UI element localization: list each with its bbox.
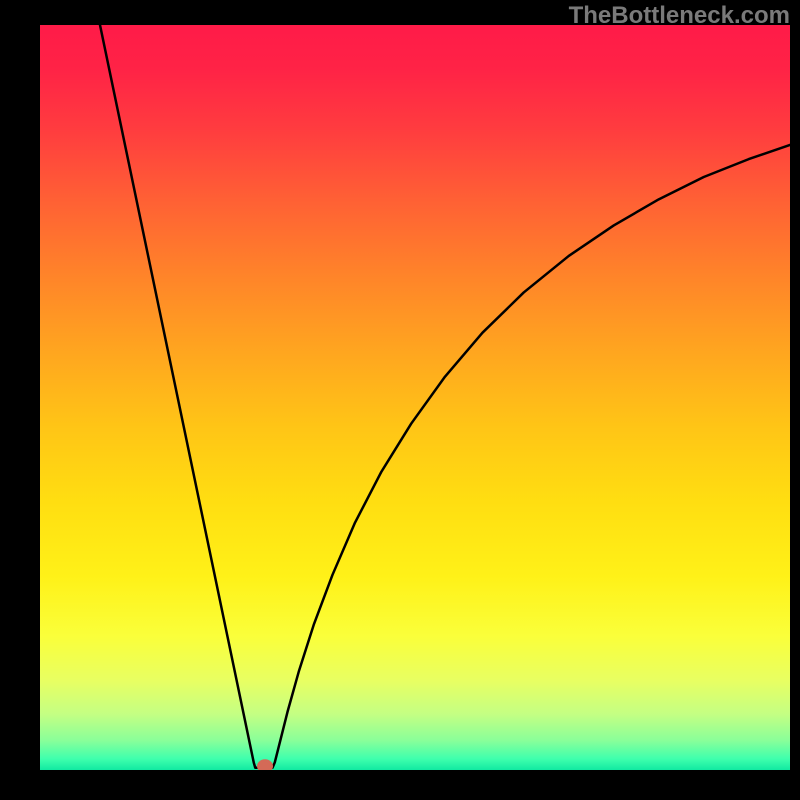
plot-svg [40,25,790,770]
watermark-text: TheBottleneck.com [569,2,790,30]
chart-frame: TheBottleneck.com [0,0,800,800]
plot-background [40,25,790,770]
